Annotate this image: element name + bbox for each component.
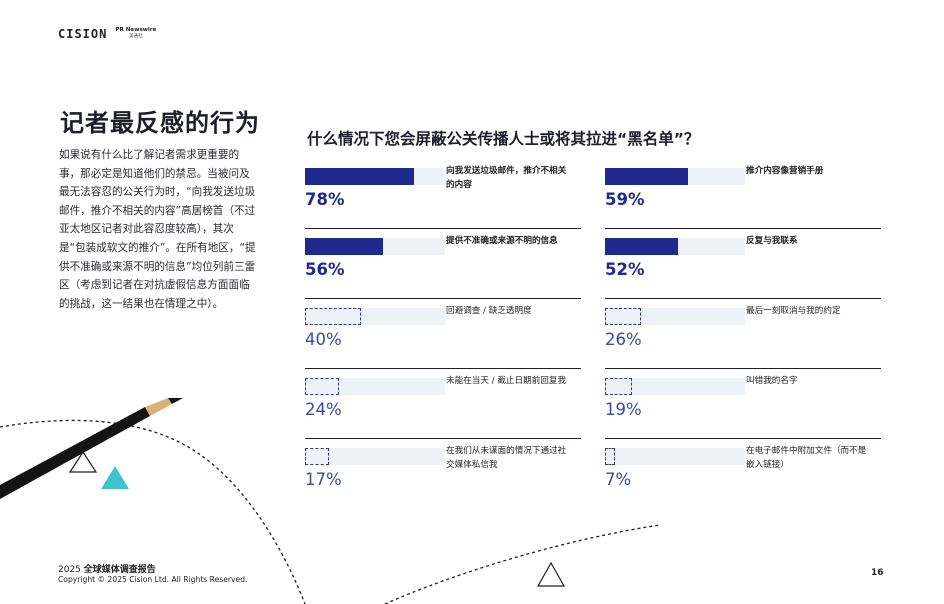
logo: CISION PR Newswire 美通社 <box>58 27 156 41</box>
stat-social-dm: 17% 在我们从未谋面的情况下通过社交媒体私信我 <box>305 438 581 509</box>
stat-label: 叫错我的名字 <box>746 376 798 386</box>
stat-label: 反复与我联系 <box>746 236 798 246</box>
bar-track <box>605 448 745 465</box>
footer-report-title: 2025 全球媒体调查报告 <box>58 562 156 575</box>
bar-track <box>305 378 445 395</box>
stat-percent: 56% <box>305 260 345 279</box>
triangle-teal-icon <box>101 466 129 489</box>
bar-fill <box>305 378 339 395</box>
page-number: 16 <box>871 568 884 578</box>
triangle-bottom-icon <box>536 561 566 587</box>
stat-label: 在电子邮件中附加文件（而不是嵌入链接） <box>746 446 867 470</box>
stat-percent: 78% <box>305 190 345 209</box>
stat-label: 推介内容像营销手册 <box>746 166 824 176</box>
bar-track <box>605 168 745 185</box>
logo-prnewswire-name: PR Newswire <box>115 27 157 34</box>
stat-missed-deadline: 24% 未能在当天 / 截止日期前回复我 <box>305 368 581 439</box>
bar-fill <box>305 238 383 255</box>
pencil-icon <box>0 398 183 499</box>
bar-fill <box>305 168 414 185</box>
stat-percent: 17% <box>305 470 342 489</box>
stat-label: 未能在当天 / 截止日期前回复我 <box>446 376 567 386</box>
bar-fill <box>605 308 641 325</box>
stat-percent: 26% <box>605 330 642 349</box>
triangle-outline-icon <box>68 450 98 473</box>
bar-track <box>605 238 745 255</box>
footer-copyright: Copyright © 2025 Cision Ltd. All Rights … <box>58 575 248 584</box>
bar-track <box>305 308 445 325</box>
logo-prnewswire-sub: 美通社 <box>128 34 143 39</box>
stat-label: 回避调查 / 缺乏透明度 <box>446 306 532 316</box>
stat-inaccurate-info: 56% 提供不准确或来源不明的信息 <box>305 228 581 299</box>
bar-fill <box>605 378 632 395</box>
bar-fill <box>605 168 688 185</box>
dotted-curve-bottom <box>384 524 661 604</box>
stat-percent: 52% <box>605 260 645 279</box>
stat-last-minute-cancel: 26% 最后一刻取消与我的约定 <box>605 298 881 369</box>
stat-percent: 59% <box>605 190 645 209</box>
intro-paragraph: 如果说有什么比了解记者需求更重要的事，那必定是知道他们的禁忌。当被问及最无法容忍… <box>59 149 256 310</box>
bar-track <box>605 308 745 325</box>
stat-spam: 78% 向我发送垃圾邮件，推介不相关的内容 <box>305 159 581 229</box>
bar-track <box>305 448 445 465</box>
bar-fill <box>305 308 361 325</box>
bar-track <box>605 378 745 395</box>
footer-report-name: 全球媒体调查报告 <box>83 565 156 575</box>
stat-avoid-investigation: 40% 回避调查 / 缺乏透明度 <box>305 298 581 369</box>
stat-label: 向我发送垃圾邮件，推介不相关的内容 <box>446 166 567 190</box>
footer-year: 2025 <box>58 565 81 575</box>
stat-label: 在我们从未谋面的情况下通过社交媒体私信我 <box>446 446 567 470</box>
stat-percent: 24% <box>305 400 342 419</box>
bar-track <box>305 168 445 185</box>
stat-label: 最后一刻取消与我的约定 <box>746 306 841 316</box>
page-title: 记者最反感的行为 <box>60 109 260 137</box>
stat-wrong-name: 19% 叫错我的名字 <box>605 368 881 439</box>
stat-percent: 40% <box>305 330 342 349</box>
logo-cision: CISION <box>58 27 108 41</box>
bar-fill <box>605 238 678 255</box>
stat-percent: 19% <box>605 400 642 419</box>
bar-fill <box>305 448 329 465</box>
stat-marketing-brochure: 59% 推介内容像营销手册 <box>605 159 881 229</box>
bar-fill <box>605 448 615 465</box>
stat-percent: 7% <box>605 470 632 489</box>
logo-prnewswire: PR Newswire 美通社 <box>115 28 156 39</box>
stat-repeated-contact: 52% 反复与我联系 <box>605 228 881 299</box>
bar-track <box>305 238 445 255</box>
stat-attachment: 7% 在电子邮件中附加文件（而不是嵌入链接） <box>605 438 881 509</box>
stat-label: 提供不准确或来源不明的信息 <box>446 236 558 246</box>
chart-title: 什么情况下您会屏蔽公关传播人士或将其拉进“黑名单”？ <box>307 130 700 148</box>
